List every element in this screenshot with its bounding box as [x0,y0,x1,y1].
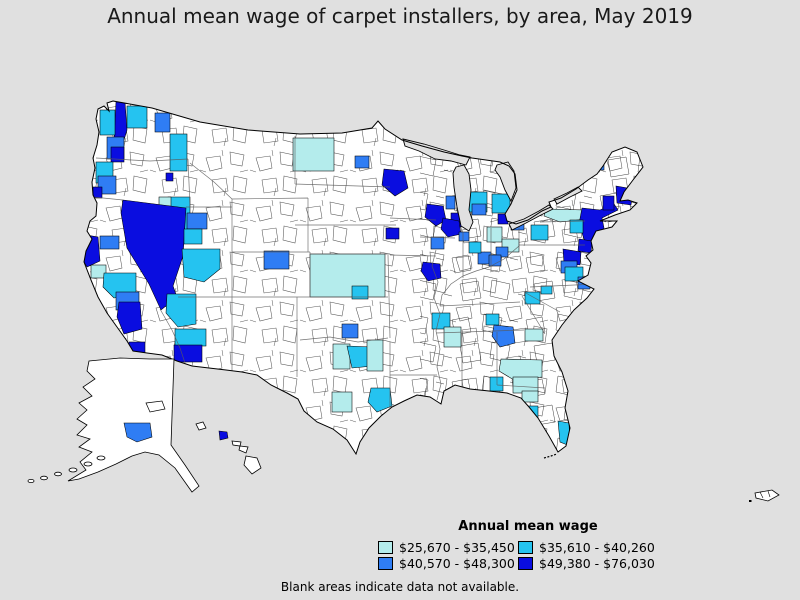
aleutian-island [96,455,106,461]
area-provo [183,228,203,245]
area-eugene [97,175,117,195]
area-lansing [471,203,487,216]
area-st-cloud [385,227,400,240]
puerto-rico-islet [749,500,752,502]
area-philadelphia [577,238,593,254]
area-grand-junction [263,250,290,270]
area-honolulu-oahu [218,430,229,441]
legend-label-class4: $49,380 - $76,030 [539,556,655,571]
area-west-kansas [309,253,386,298]
legend-title: Annual mean wage [458,519,598,534]
puerto-rico-inset [749,489,780,502]
alaska-interior-area [145,400,166,413]
area-sacramento [99,235,120,250]
area-tulsa [351,285,369,300]
legend-swatch-class2 [518,541,533,554]
area-fort-wayne [468,241,482,254]
molokai [231,440,242,447]
area-pittsburgh [530,224,549,241]
area-central-utah [181,248,221,283]
state-boundaries [92,136,597,408]
area-nashville [485,313,500,326]
puerto-rico-area-line [759,490,771,499]
area-norfolk [577,276,591,290]
legend-label-class1: $25,670 - $35,450 [399,540,515,555]
aleutian-island [40,475,48,481]
legend-item: $35,610 - $40,260 [518,541,678,554]
area-nw-ohio [486,226,503,243]
area-yakima [169,133,188,172]
hawaii-big-island [243,455,262,475]
aleutian-island [54,471,62,477]
map-legend: Annual mean wage $25,670 - $35,450 $35,6… [378,519,678,570]
area-monterey [90,264,107,279]
area-allentown [569,219,584,234]
area-bellingham [126,105,148,129]
area-tucson [173,344,203,363]
aleutian-island [68,467,78,473]
area-east-texas [366,339,384,372]
area-flint-saginaw [491,193,511,214]
puerto-rico-land [754,489,780,502]
area-phoenix [174,328,207,347]
area-olympic-peninsula [99,109,116,136]
lake-michigan [452,164,474,232]
area-columbus [495,246,509,258]
wage-areas [84,101,634,447]
area-spokane [154,112,171,133]
legend-swatch-class4 [518,557,533,570]
hawaii-inset [195,421,262,475]
area-sun-valley [165,172,174,182]
area-raleigh [540,285,553,295]
area-portland-or [110,146,125,163]
area-pensacola [489,376,504,392]
area-fargo [354,155,370,169]
area-salt-lake-city [186,212,208,230]
area-oklahoma-city [341,323,359,339]
area-anchorage [123,422,153,443]
area-rockford [430,236,445,250]
aleutian-island [83,461,93,467]
legend-item: $25,670 - $35,450 [378,541,518,554]
alaska-inset [27,357,200,493]
legend-label-class3: $40,570 - $48,300 [399,556,515,571]
florida-keys [543,453,558,459]
kauai [195,421,207,431]
legend-item: $49,380 - $76,030 [518,557,678,570]
area-hartford [602,195,615,211]
area-west-north-dakota [292,137,335,172]
lake-ontario [553,186,583,205]
legend-swatch-class3 [378,557,393,570]
area-north-florida [512,376,539,394]
area-coos-bay [92,186,103,199]
legend-item: $40,570 - $48,300 [378,557,518,570]
page-title: Annual mean wage of carpet installers, b… [107,4,693,28]
area-south-bend [458,231,470,242]
lower48-outline [83,100,644,456]
legend-swatch-class1 [378,541,393,554]
area-boston [615,185,634,206]
area-gainesville [521,390,539,403]
legend-grid: $25,670 - $35,450 $35,610 - $40,260 $40,… [378,541,678,570]
area-minneapolis [381,168,409,197]
area-augusta [524,328,544,342]
area-houston [367,387,393,413]
area-nw-arizona [165,293,197,328]
area-north-mississippi [443,326,462,348]
area-madison [424,203,447,227]
area-green-bay [445,195,456,210]
no-data-note: Blank areas indicate data not available. [280,580,520,594]
lake-huron [494,161,517,203]
area-chicago [440,217,462,238]
area-san-antonio [331,391,353,413]
area-san-francisco-bay [84,233,101,268]
legend-label-class2: $35,610 - $40,260 [539,540,655,555]
aleutian-island [27,478,35,483]
area-memphis [431,312,451,330]
area-santa-barbara [84,288,96,320]
maui [238,445,249,454]
area-los-angeles [116,301,143,335]
